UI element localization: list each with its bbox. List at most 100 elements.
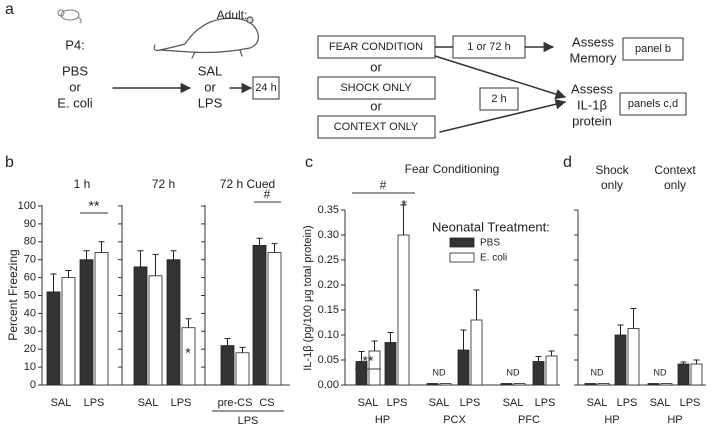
error-bar <box>224 337 231 346</box>
error-bar <box>50 273 57 292</box>
treatment: E. coli <box>57 95 93 110</box>
error-bar <box>239 346 246 353</box>
y-axis-label: IL-1β (pg/100 μg total protein) <box>302 225 314 370</box>
bar <box>267 252 282 386</box>
error-bar <box>170 250 177 260</box>
group-label: PCX <box>443 414 466 426</box>
group-label: PFC <box>518 414 540 426</box>
legend-swatch <box>449 237 475 248</box>
bar <box>457 349 470 386</box>
y-tick-label: 80 <box>24 236 36 248</box>
bar <box>470 319 483 386</box>
bar <box>79 259 94 386</box>
error-bar <box>152 253 159 276</box>
bar <box>614 334 627 386</box>
subplot-title: 72 h Cued <box>220 177 275 191</box>
bar <box>235 352 250 386</box>
bar <box>545 355 558 386</box>
x-tick-label: LPS <box>535 397 556 409</box>
x-tick-label: pre-CS <box>218 397 253 409</box>
subplot-title: 1 h <box>74 177 91 191</box>
bar <box>94 252 109 386</box>
bar <box>584 383 597 386</box>
bar <box>148 275 163 386</box>
condition: or <box>370 59 382 74</box>
box <box>619 92 687 116</box>
x-tick-label: SAL <box>503 397 524 409</box>
bar <box>166 259 181 386</box>
y-tick-label: 0.20 <box>318 279 339 291</box>
outcome: Memory <box>570 50 617 65</box>
arrow <box>439 99 567 133</box>
panel-label: c <box>305 154 313 171</box>
treatment: or <box>69 79 81 94</box>
condition: SHOCK ONLY <box>340 82 412 94</box>
schematic: a P4: PBS or E. coli Adult: SAL or LPS 2… <box>5 1 687 139</box>
box <box>479 87 519 111</box>
bar <box>439 383 452 386</box>
treatment: or <box>204 79 216 94</box>
error-bar <box>371 340 378 351</box>
annotation: ND <box>433 367 446 377</box>
error-bar <box>400 204 407 235</box>
y-tick-label: 10 <box>24 361 36 373</box>
bar <box>133 266 148 386</box>
annotation: ND <box>591 367 604 377</box>
condition: CONTEXT ONLY <box>334 121 419 133</box>
y-tick-label: 0.25 <box>318 254 339 266</box>
condition: or <box>370 98 382 113</box>
outcome: protein <box>572 113 612 128</box>
box <box>252 76 280 100</box>
error-bar <box>185 318 192 328</box>
legend-label: PBS <box>480 238 500 249</box>
annotation: * <box>185 345 191 361</box>
age: P4: <box>65 37 85 52</box>
arrow <box>434 55 567 100</box>
adult-mouse <box>153 16 259 59</box>
group-label: HP <box>604 414 619 426</box>
error-bar <box>387 332 394 343</box>
delay: 24 h <box>255 82 276 94</box>
error-bar <box>617 324 624 335</box>
group-label: LPS <box>238 415 259 427</box>
error-bar <box>473 289 480 320</box>
y-tick-label: 40 <box>24 307 36 319</box>
x-tick-label: SAL <box>429 397 450 409</box>
outcome: Assess <box>571 81 613 96</box>
bar <box>46 291 61 386</box>
annotation: * <box>401 197 407 213</box>
treatment: SAL <box>198 63 223 78</box>
bar <box>532 361 545 386</box>
subplot-title: 72 h <box>152 177 175 191</box>
bar <box>426 383 439 386</box>
x-tick-label: LPS <box>460 397 481 409</box>
bar <box>513 383 526 386</box>
bar <box>61 277 76 386</box>
error-bar <box>65 269 72 278</box>
y-tick-label: 0.10 <box>318 329 339 341</box>
group-title: Context only <box>654 163 696 192</box>
y-tick-label: 20 <box>24 343 36 355</box>
outcome: Assess <box>572 34 614 49</box>
treatment: PBS <box>62 63 88 78</box>
bar <box>660 383 673 386</box>
x-tick-label: SAL <box>51 397 72 409</box>
y-tick-label: 60 <box>24 272 36 284</box>
panel-label: d <box>563 154 572 171</box>
chart-title: Fear Conditioning <box>405 162 500 176</box>
panel-label: b <box>5 154 14 171</box>
error-bar <box>548 350 555 356</box>
bar <box>677 363 690 386</box>
y-tick-label: 70 <box>24 254 36 266</box>
annotation: ND <box>507 367 520 377</box>
annotation: # <box>264 187 271 201</box>
error-bar <box>358 351 365 362</box>
delay: 1 or 72 h <box>467 41 510 53</box>
x-tick-label: LPS <box>171 397 192 409</box>
treatment: LPS <box>198 95 223 110</box>
y-tick-label: 0 <box>30 379 36 391</box>
bar <box>252 244 267 386</box>
annotation: ** <box>363 353 374 369</box>
annotation: ND <box>654 367 667 377</box>
